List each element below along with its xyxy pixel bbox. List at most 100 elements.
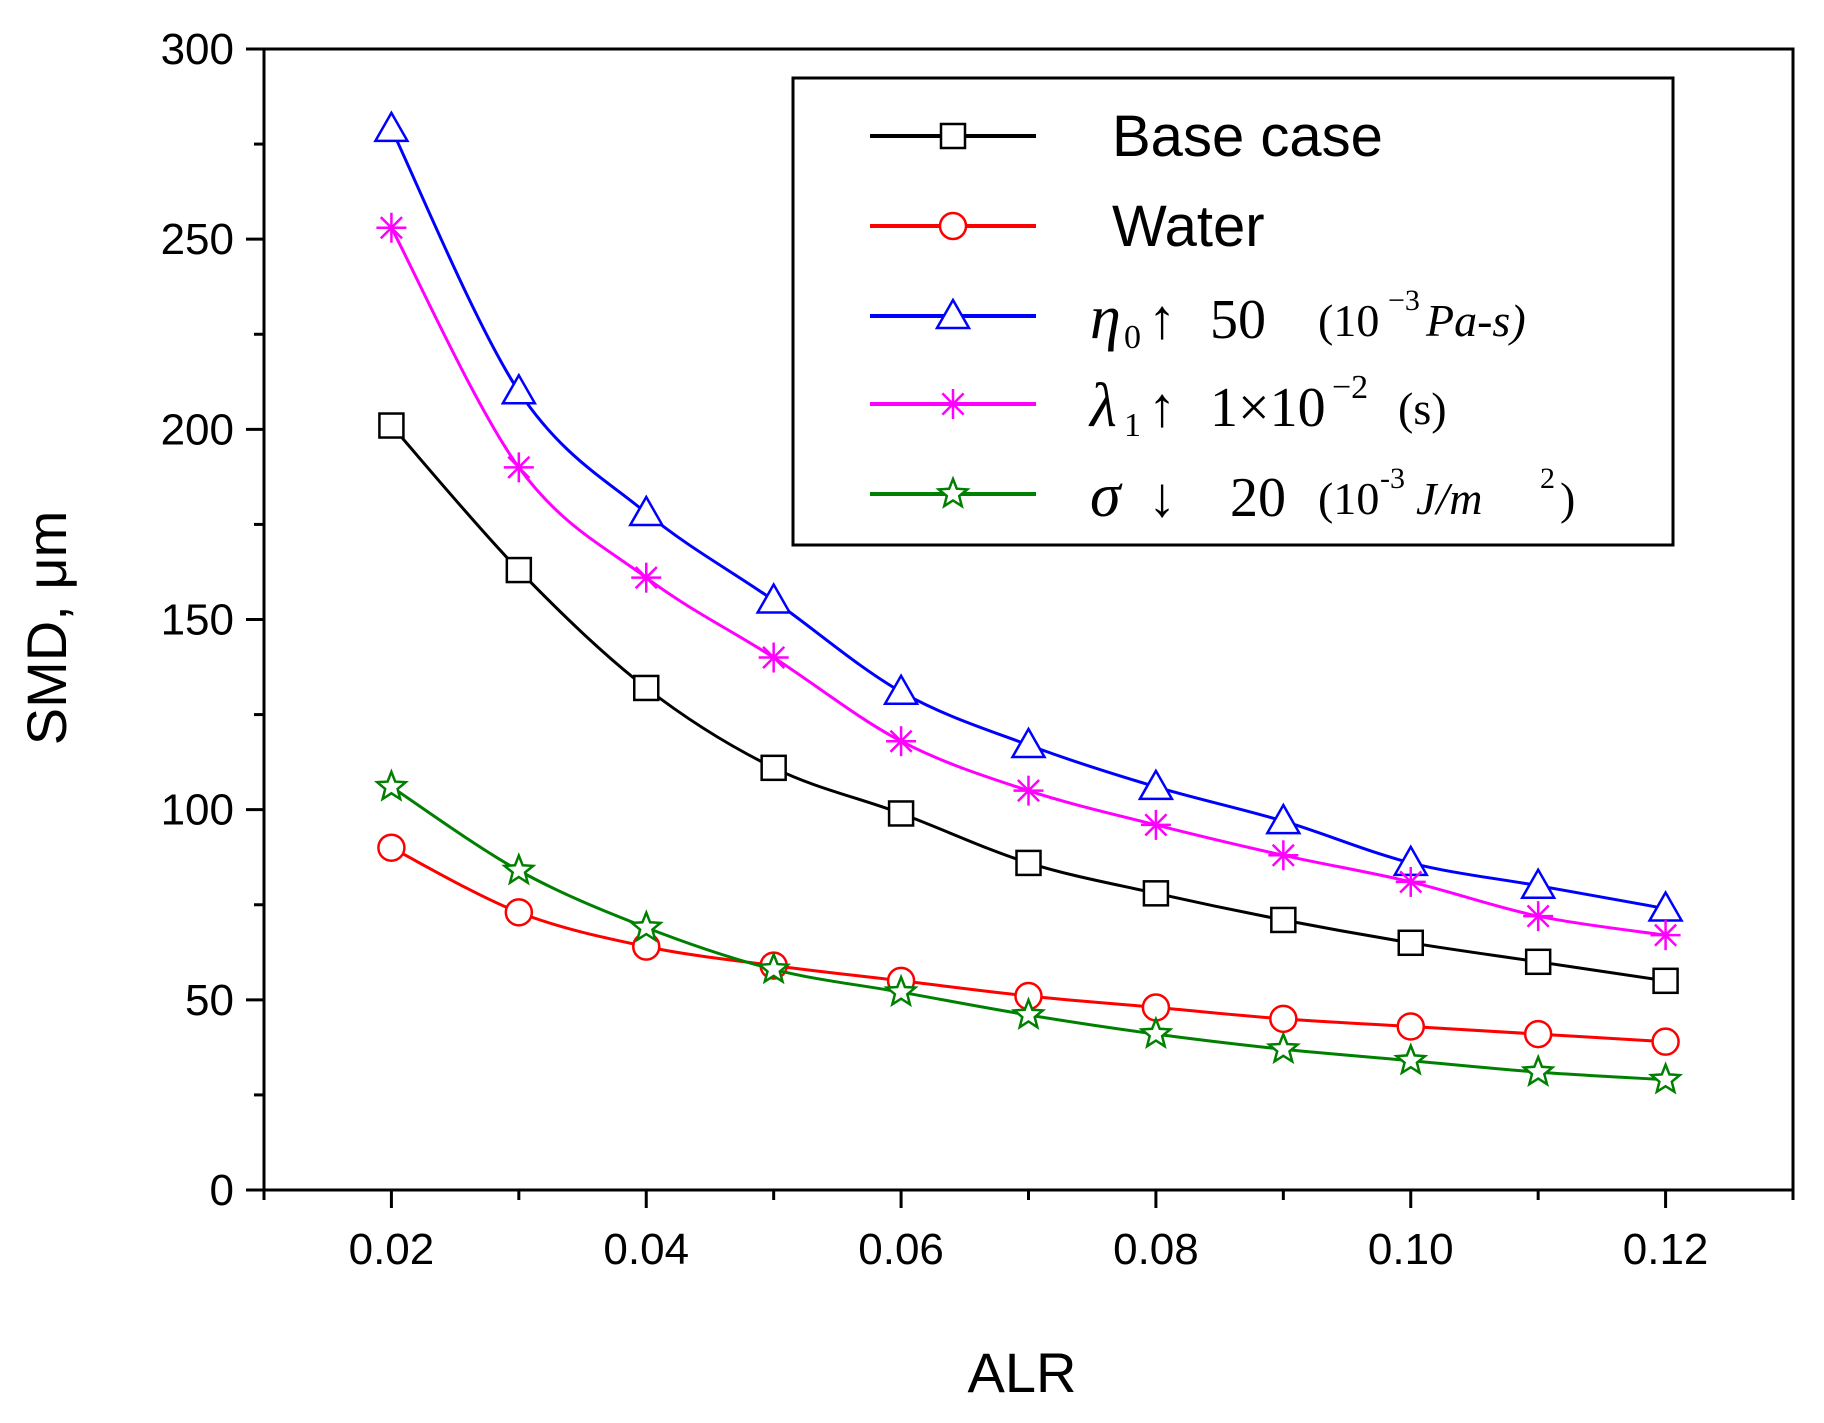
legend-entry-1: Water [870, 194, 1265, 259]
legend-label: Base case [1112, 104, 1383, 169]
asterisk-stroke [889, 729, 913, 753]
series-1 [377, 833, 1680, 1056]
data-point-triangle [1265, 802, 1302, 835]
data-point-triangle [755, 581, 792, 614]
data-point-triangle [934, 297, 972, 330]
data-point-triangle [373, 110, 410, 143]
data-point-square [760, 754, 787, 782]
series-0 [378, 412, 1679, 995]
data-point-asterisk [1268, 840, 1299, 871]
asterisk-stroke [762, 646, 786, 670]
data-point-star [501, 852, 537, 886]
series-line [390, 227, 1666, 937]
asterisk-stroke [1526, 904, 1550, 928]
legend-arrow: ↓ [1148, 467, 1176, 529]
series-4 [373, 768, 1684, 1095]
data-point-star [1393, 1042, 1429, 1076]
legend-entry-4: σ ↓ 20 (10 -3 J/m 2) [870, 462, 1575, 530]
legend-unit-superscript: -3 [1380, 462, 1405, 495]
legend-symbol: λ [1088, 372, 1117, 440]
asterisk-stroke [1271, 843, 1295, 867]
y-tick-label: 0 [210, 1166, 234, 1215]
data-point-asterisk [1395, 866, 1426, 897]
data-point-circle [504, 898, 534, 927]
x-tick-label: 0.02 [349, 1225, 435, 1274]
asterisk-stroke [634, 566, 658, 590]
y-tick-label: 150 [161, 596, 234, 645]
data-point-square [887, 800, 915, 827]
data-point-asterisk [1140, 809, 1171, 840]
y-tick-label: 100 [161, 786, 234, 835]
legend-entry-3: λ 1 ↑ 1×10 −2 (s) [870, 369, 1447, 444]
legend-entry-2: η 0 ↑ 50 (10 −3 Pa-s) [870, 284, 1526, 356]
y-tick-label: 300 [161, 25, 234, 74]
data-point-asterisk [1650, 920, 1681, 951]
data-point-triangle [1520, 867, 1557, 899]
data-point-asterisk [1013, 775, 1044, 806]
series-lines [373, 110, 1684, 1095]
data-point-triangle [1010, 726, 1047, 759]
y-tick-label: 50 [185, 976, 234, 1025]
data-point-square [1652, 967, 1679, 995]
data-point-star [1138, 1015, 1174, 1049]
legend-label: Water [1112, 194, 1265, 259]
legend-arrow: ↑ [1148, 377, 1176, 439]
x-tick-label: 0.06 [858, 1225, 944, 1274]
data-point-star [883, 973, 919, 1008]
legend-arrow: ↑ [1148, 289, 1176, 351]
x-tick-label: 0.04 [603, 1225, 689, 1274]
data-point-square [505, 556, 533, 584]
data-point-square [633, 674, 660, 702]
asterisk-stroke [1017, 779, 1040, 803]
legend-symbol: η [1090, 284, 1121, 352]
data-point-square [1015, 849, 1042, 877]
data-point-asterisk [886, 726, 917, 757]
data-point-asterisk [376, 212, 407, 243]
data-point-asterisk [503, 452, 534, 483]
data-point-asterisk [938, 389, 968, 419]
data-point-circle [938, 211, 968, 241]
legend-unit-rest: J/m [1416, 473, 1482, 524]
legend-unit: (s) [1398, 383, 1447, 434]
data-point-triangle [1137, 768, 1175, 801]
data-point-circle [377, 833, 406, 862]
data-point-asterisk [758, 642, 789, 673]
legend-unit-superscript-2: 2 [1540, 462, 1555, 495]
data-point-square [939, 122, 967, 150]
asterisk-stroke [1399, 870, 1423, 894]
data-point-circle [1396, 1012, 1425, 1041]
legend-unit: (10 [1318, 295, 1379, 346]
data-point-triangle [500, 372, 537, 405]
asterisk-stroke [507, 455, 531, 479]
legend-unit-superscript: −3 [1388, 284, 1420, 317]
asterisk-stroke [379, 216, 403, 240]
series-3 [376, 212, 1681, 951]
legend-unit: (10 [1318, 473, 1379, 524]
x-tick-label: 0.12 [1623, 1225, 1709, 1274]
data-point-star [1265, 1030, 1301, 1065]
data-point-star [1010, 996, 1047, 1030]
series-line [390, 128, 1666, 911]
legend-symbol-subscript: 1 [1124, 407, 1141, 444]
series-line [390, 424, 1666, 983]
y-tick-label: 250 [161, 215, 234, 264]
data-point-star [935, 475, 971, 509]
data-point-star [756, 951, 792, 985]
legend-value-superscript: −2 [1332, 369, 1368, 406]
data-point-circle [1651, 1027, 1680, 1056]
data-point-asterisk [1523, 901, 1554, 932]
series-2 [373, 110, 1684, 922]
legend-symbol: σ [1090, 462, 1123, 530]
x-axis-title: ALR [968, 1341, 1077, 1404]
y-tick-label: 200 [161, 405, 234, 454]
legend-unit-end: ) [1560, 473, 1575, 524]
x-tick-label: 0.08 [1113, 1225, 1199, 1274]
data-point-square [1270, 906, 1297, 934]
data-point-square [1524, 948, 1552, 976]
asterisk-stroke [1144, 813, 1168, 837]
legend-symbol-subscript: 0 [1124, 319, 1141, 356]
data-point-circle [1523, 1019, 1553, 1049]
legend-value: 20 [1230, 467, 1286, 529]
